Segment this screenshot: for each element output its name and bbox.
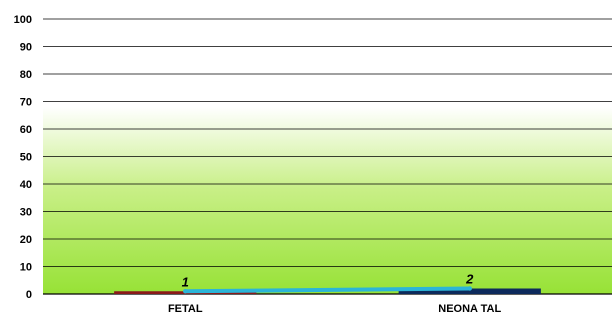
y-tick-label: 60	[20, 124, 32, 136]
y-tick-label: 0	[26, 289, 32, 301]
data-label: 1	[182, 274, 189, 289]
y-tick-label: 30	[20, 207, 32, 219]
x-category-label: NEONA TAL	[438, 303, 501, 315]
line-overlay	[183, 286, 472, 294]
y-tick-label: 20	[20, 234, 32, 246]
y-tick-label: 10	[20, 262, 32, 274]
data-label: 2	[465, 272, 474, 287]
y-tick-label: 90	[20, 42, 32, 54]
y-tick-label: 70	[20, 97, 32, 109]
y-tick-label: 100	[14, 14, 32, 26]
series-point	[183, 289, 188, 294]
series-line	[183, 286, 472, 294]
x-axis-categories: FETAL NEONA TAL	[168, 303, 502, 315]
series-point	[467, 286, 472, 291]
y-axis-ticks: 0 10 20 30 40 50 60 70 80 90 100	[14, 14, 32, 301]
x-category-label: FETAL	[168, 303, 203, 315]
bar-neona-tal	[398, 288, 541, 294]
y-tick-label: 50	[20, 152, 32, 164]
y-tick-label: 80	[20, 69, 32, 81]
gridlines	[43, 18, 612, 295]
y-tick-label: 40	[20, 179, 32, 191]
